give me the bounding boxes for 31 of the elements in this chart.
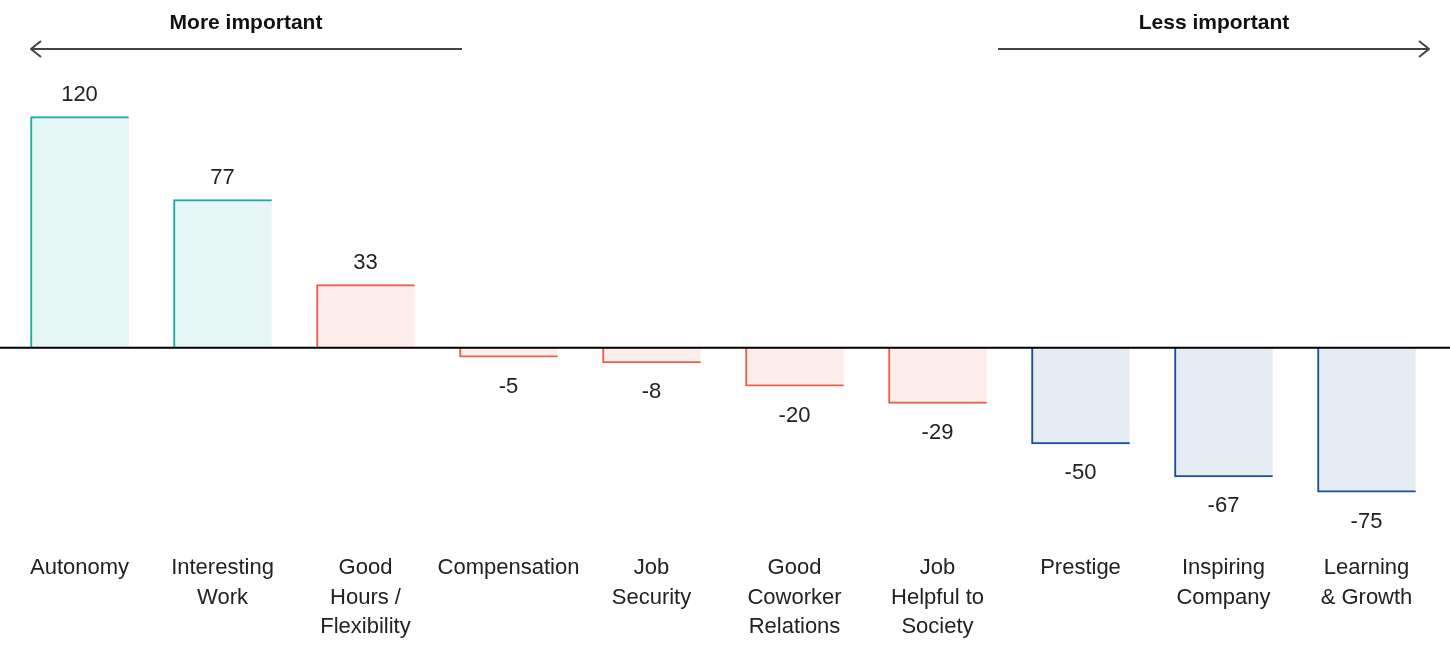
data-label: -5: [498, 372, 519, 398]
text: Less important: [1137, 10, 1291, 34]
bar: [745, 347, 844, 387]
x-tick-label: Job Security: [611, 553, 692, 609]
x-tick-label: Autonomy: [29, 553, 130, 579]
data-label: -50: [1064, 459, 1097, 485]
text: More important: [168, 10, 324, 34]
x-tick-label: Prestige: [1040, 553, 1121, 579]
data-label: -29: [921, 418, 954, 444]
x-tick-label: Learning & Growth: [1320, 553, 1413, 609]
data-label: 120: [61, 81, 98, 107]
data-label: -67: [1207, 492, 1240, 518]
data-label: -8: [641, 378, 662, 404]
x-tick-label: Job Helpful to Society: [891, 553, 984, 639]
x-tick-label: Compensation: [437, 553, 580, 579]
bar: [459, 347, 558, 358]
bar: [173, 199, 272, 348]
x-tick-label: Interesting Work: [171, 553, 274, 609]
x-tick-label: Inspiring Company: [1176, 553, 1271, 609]
bar: [1031, 347, 1130, 445]
x-tick-label: Good Hours / Flexibility: [320, 553, 411, 639]
x-tick-label: Good Coworker Relations: [747, 553, 842, 639]
bar: [888, 347, 987, 404]
bar: [30, 116, 129, 348]
data-label: -75: [1350, 507, 1383, 533]
data-label: -20: [778, 401, 811, 427]
data-label: 33: [353, 249, 378, 275]
bar: [316, 284, 415, 348]
data-label: 77: [210, 164, 235, 190]
bar: [1317, 347, 1416, 493]
bar: [1174, 347, 1273, 478]
